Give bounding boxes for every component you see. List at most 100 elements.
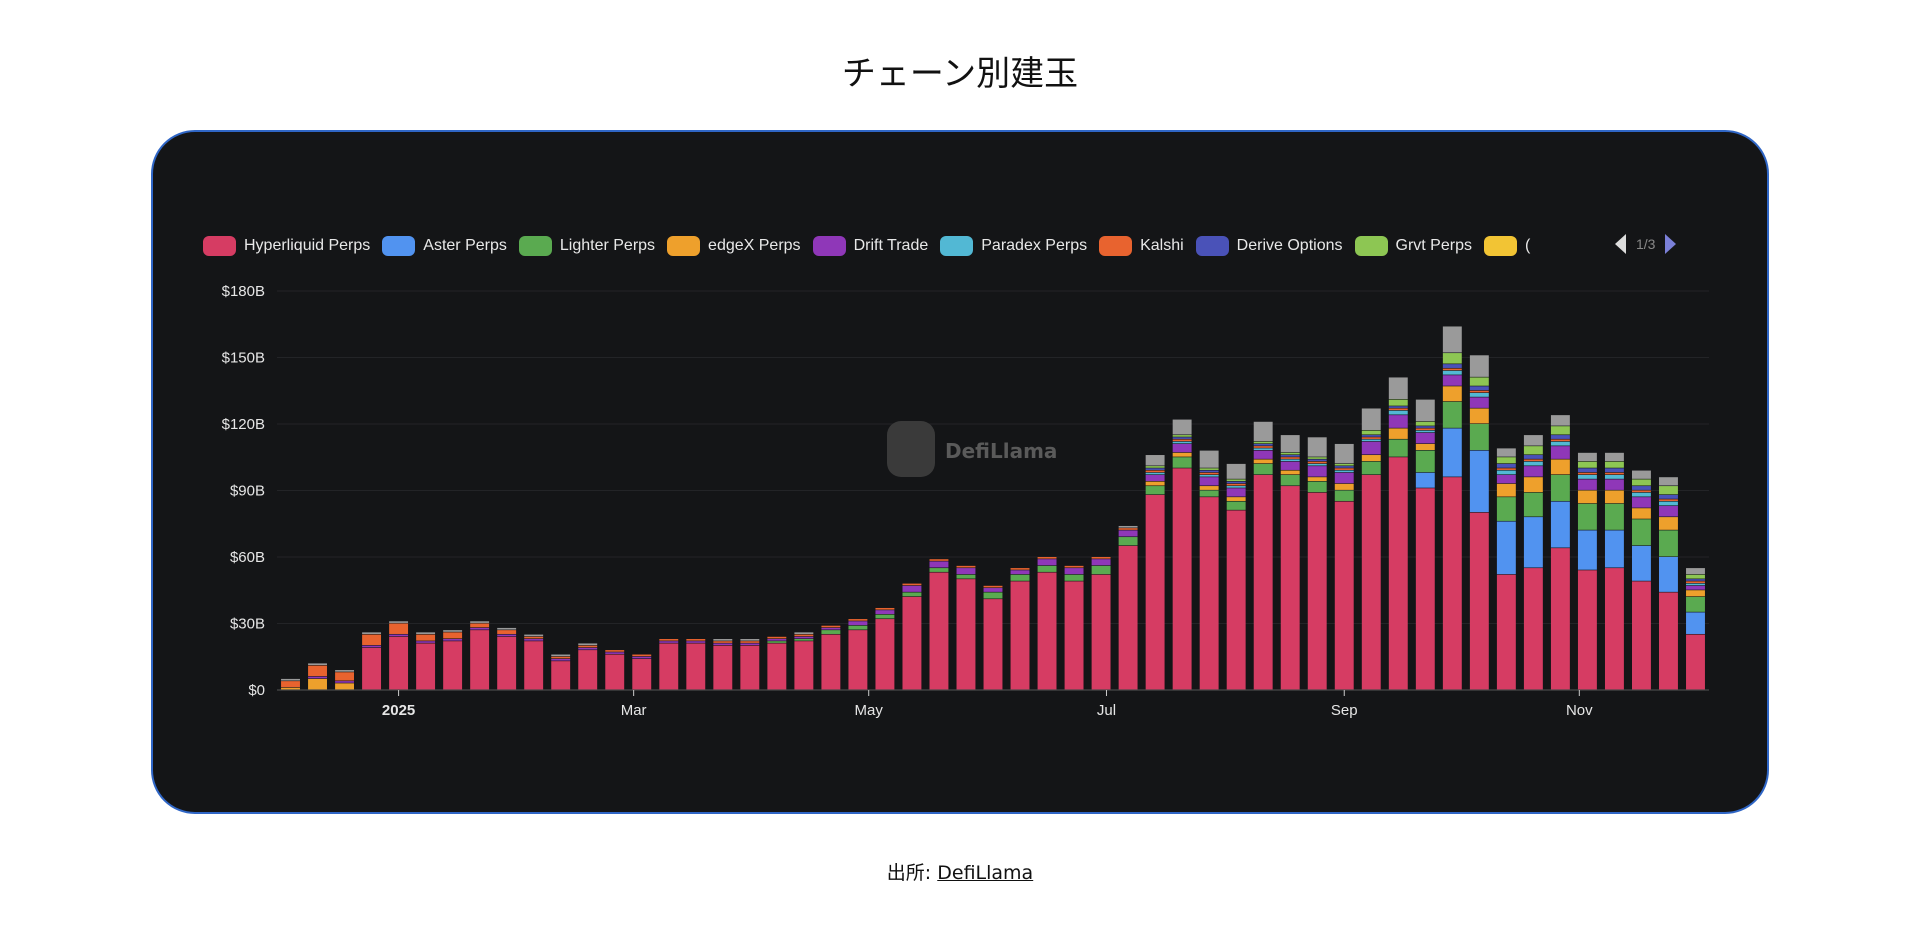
bar-segment-grvt <box>1415 421 1435 426</box>
bar-segment-drift <box>1172 443 1192 453</box>
legend-swatch <box>667 236 701 256</box>
bar-segment-hyperliquid <box>1037 572 1057 690</box>
bar-segment-kalshi <box>1631 490 1651 493</box>
bar-segment-drift <box>983 588 1003 592</box>
bar-segment-kalshi <box>875 607 895 610</box>
bar-segment-drift <box>1577 479 1597 490</box>
bar-segment-derive <box>1604 468 1624 473</box>
legend-item[interactable]: Derive Options <box>1195 236 1343 256</box>
legend-item[interactable]: Aster Perps <box>382 236 507 256</box>
bar-segment-kalshi <box>1686 581 1705 583</box>
bar-segment-edgex <box>1226 497 1246 501</box>
bar-segment-other <box>1172 419 1192 435</box>
bar-segment-edgex <box>1496 483 1516 497</box>
bar-segment-other <box>1686 568 1705 575</box>
y-tick-label: $180B <box>222 283 265 300</box>
bar-segment-paradex <box>1280 459 1300 462</box>
bar-segment-kalshi <box>713 641 733 643</box>
bar-segment-drift <box>956 568 976 575</box>
bar-segment-hyperliquid <box>470 630 490 690</box>
bar-segment-kalshi <box>1523 459 1543 462</box>
bar-segment-derive <box>1334 466 1354 468</box>
bar-segment-lighter <box>875 614 895 619</box>
bar-segment-paradex <box>1523 461 1543 466</box>
bar-segment-hyperliquid <box>1442 477 1462 690</box>
bar-segment-aster <box>1496 521 1516 575</box>
page-title: チェーン別建玉 <box>841 54 1079 94</box>
bar-segment-lighter <box>1307 481 1327 493</box>
legend-pager: 1/3 <box>1615 234 1677 254</box>
bar-segment-other <box>1145 455 1165 466</box>
bar-segment-hyperliquid <box>740 645 760 690</box>
bar-segment-edgex <box>1686 590 1705 597</box>
bar-segment-drift <box>551 658 571 661</box>
bar-segment-edgex <box>308 678 327 690</box>
legend-item[interactable]: edgeX Perps <box>667 236 801 256</box>
bar-segment-drift <box>713 643 733 646</box>
bar-segment-hyperliquid <box>1388 457 1408 690</box>
bar-segment-lighter <box>956 574 976 579</box>
bar-segment-hyperliquid <box>956 579 976 690</box>
bar-segment-drift <box>740 643 760 646</box>
legend-item[interactable]: Kalshi <box>1099 236 1184 256</box>
legend-item[interactable]: Grvt Perps <box>1354 236 1472 256</box>
bar-segment-hyperliquid <box>713 645 733 690</box>
bar-segment-grvt <box>1550 426 1570 435</box>
chart-legend: Hyperliquid Perps Aster Perps Lighter Perp… <box>203 234 1583 258</box>
legend-prev-icon[interactable] <box>1615 234 1626 254</box>
bar-segment-derive <box>1253 443 1273 446</box>
bar-segment-derive <box>1280 455 1300 457</box>
bar-segment-lighter <box>1604 503 1624 530</box>
bar-segment-other <box>1388 377 1408 400</box>
bar-segment-derive <box>1226 481 1246 484</box>
legend-item[interactable]: Lighter Perps <box>518 236 656 256</box>
bar-segment-kalshi <box>1577 472 1597 475</box>
bar-segment-lighter <box>1496 497 1516 521</box>
bar-segment-aster <box>1415 472 1435 488</box>
legend-item[interactable]: Hyperliquid Perps <box>203 236 370 256</box>
bar-segment-drift <box>443 639 463 641</box>
bar-segment-hyperliquid <box>821 634 841 690</box>
legend-page-indicator: 1/3 <box>1636 236 1656 252</box>
bar-segment-kalshi <box>443 632 463 639</box>
bar-segment-derive <box>1415 426 1435 428</box>
bar-segment-paradex <box>1334 470 1354 473</box>
bar-segment-kalshi <box>1550 439 1570 442</box>
legend-next-icon[interactable] <box>1665 234 1677 254</box>
bar-segment-kalshi <box>1280 457 1300 459</box>
bar-segment-edgex <box>1280 470 1300 475</box>
bar-segment-drift <box>1037 559 1057 566</box>
bar-segment-other <box>713 639 733 641</box>
bar-segment-kalshi <box>1253 446 1273 448</box>
bar-segment-grvt <box>1469 377 1489 386</box>
bar-segment-hyperliquid <box>1280 486 1300 690</box>
bar-segment-kalshi <box>1659 499 1678 501</box>
bar-segment-hyperliquid <box>605 654 625 690</box>
bar-segment-lighter <box>1010 574 1030 581</box>
bar-segment-kalshi <box>794 634 814 637</box>
bar-segment-kalshi <box>659 639 679 641</box>
bar-segment-other <box>1226 463 1246 479</box>
bar-segment-lighter <box>1577 503 1597 530</box>
legend-item[interactable]: Drift Trade <box>812 236 928 256</box>
legend-item[interactable]: Paradex Perps <box>940 236 1087 256</box>
bar-segment-kalshi <box>335 672 355 681</box>
bar-segment-kalshi <box>524 636 544 639</box>
bar-segment-drift <box>875 610 895 615</box>
legend-label: Paradex Perps <box>981 237 1088 254</box>
bar-segment-grvt <box>1604 461 1624 468</box>
bar-segment-hyperliquid <box>524 641 544 690</box>
x-tick-label: Nov <box>1566 702 1593 719</box>
bar-segment-other <box>1442 326 1462 353</box>
bar-segment-drift <box>632 656 652 659</box>
bar-segment-derive <box>1577 468 1597 473</box>
bar-segment-other <box>1496 448 1516 457</box>
source-link[interactable]: DefiLlama <box>937 862 1034 884</box>
bar-segment-grvt <box>1199 468 1219 470</box>
legend-item[interactable]: ( <box>1483 236 1530 256</box>
legend-label: Lighter Perps <box>559 237 656 254</box>
bar-segment-edgex <box>1604 490 1624 504</box>
bar-segment-lighter <box>1064 574 1084 581</box>
bar-segment-aster <box>1686 612 1705 634</box>
bar-segment-hyperliquid <box>1631 581 1651 690</box>
